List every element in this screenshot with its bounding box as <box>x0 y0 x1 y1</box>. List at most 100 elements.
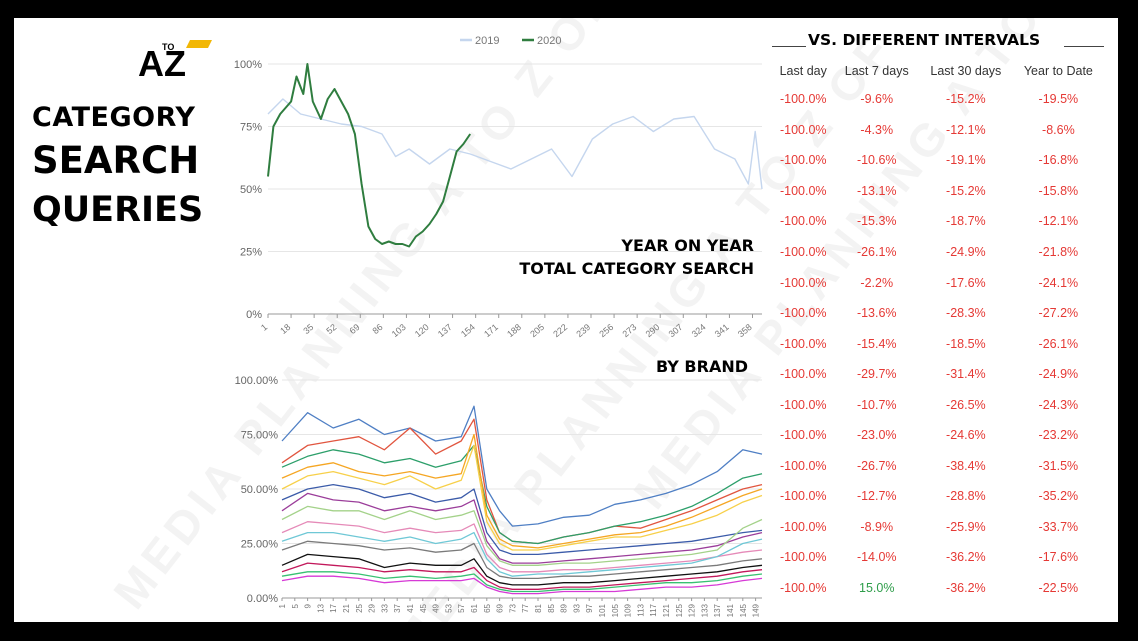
table-cell: -100.0% <box>779 275 827 290</box>
table-cell: -23.0% <box>856 428 897 443</box>
yoy-title-line1: YEAR ON YEAR <box>621 236 754 255</box>
table-cell: -26.5% <box>946 397 986 412</box>
x-tick-label: 273 <box>620 322 638 338</box>
x-tick-label: 171 <box>482 322 500 338</box>
table-cell: -18.5% <box>946 336 986 351</box>
table-cell: -23.2% <box>1038 428 1079 443</box>
table-cell: -26.1% <box>1038 336 1079 351</box>
table-cell: -10.7% <box>856 397 897 412</box>
table-cell: -17.6% <box>946 275 986 290</box>
headline-queries: QUERIES <box>32 190 204 230</box>
table-row: -100.0% -23.0% -24.6% -23.2% <box>772 420 1104 451</box>
headline-search: SEARCH <box>32 139 200 182</box>
table-cell: -24.6% <box>946 428 986 443</box>
table-cell: -26.1% <box>856 245 897 259</box>
logo-to-text: TO <box>162 42 174 52</box>
table-row: -100.0% 15.0% -36.2% -22.5% <box>772 573 1104 604</box>
table-row: -100.0% -14.0% -36.2% -17.6% <box>772 542 1104 573</box>
table-cell: -10.6% <box>856 153 897 168</box>
x-tick-label: 133 <box>700 603 709 617</box>
brand-series-line <box>281 444 763 551</box>
table-cell: -100.0% <box>779 458 827 473</box>
table-row: -100.0% -15.4% -18.5% -26.1% <box>772 328 1104 359</box>
table-cell: -22.5% <box>1038 581 1079 596</box>
x-tick-label: 137 <box>713 603 722 617</box>
x-tick-label: 73 <box>508 603 517 612</box>
brand-series-line <box>281 492 763 564</box>
x-tick-label: 141 <box>726 603 735 617</box>
series-line-2020 <box>267 63 472 248</box>
table-cell: -15.2% <box>946 92 986 107</box>
table-cell: -19.5% <box>1038 92 1079 107</box>
table-cell: -8.9% <box>860 519 894 534</box>
year-on-year-chart: 0% 25% 50% 75% 100% 1 18 35 52 69 86 103 120 137 154 17… <box>234 35 763 338</box>
intervals-table: Last day Last 7 days Last 30 days Year t… <box>772 58 1104 603</box>
x-tick-label: 41 <box>406 603 415 612</box>
table-cell: -17.6% <box>1038 550 1079 565</box>
table-cell: -24.3% <box>1038 397 1079 412</box>
x-tick-label: 18 <box>278 322 292 336</box>
table-cell: -12.7% <box>856 489 897 504</box>
series-line-2019 <box>267 98 763 190</box>
x-tick-label: 97 <box>585 603 594 612</box>
table-cell: -36.2% <box>946 550 986 565</box>
x-tick-label: 69 <box>496 603 505 612</box>
y-tick-label: 25.00% <box>241 539 279 551</box>
x-tick-label: 290 <box>644 322 662 338</box>
table-cell: -24.1% <box>1038 275 1079 290</box>
brand-series-line <box>281 575 763 595</box>
brand-series-line <box>281 505 763 566</box>
x-tick-label: 13 <box>316 603 325 612</box>
brand-series-line <box>281 521 763 573</box>
table-cell: -28.3% <box>946 306 986 321</box>
y-tick-label: 75.00% <box>241 430 279 442</box>
table-row: -100.0% -8.9% -25.9% -33.7% <box>772 512 1104 543</box>
x-tick-label: 69 <box>347 322 361 336</box>
table-cell: -31.5% <box>1038 458 1079 473</box>
x-tick-label: 188 <box>505 322 523 338</box>
table-cell: -12.1% <box>946 122 986 137</box>
table-row: -100.0% -9.6% -15.2% -19.5% <box>772 84 1104 115</box>
x-tick-label: 113 <box>636 603 645 616</box>
table-cell: -8.6% <box>1042 122 1075 137</box>
y-tick-label: 0.00% <box>247 593 278 605</box>
table-cell: -29.7% <box>856 367 897 382</box>
brand-series-line <box>281 531 763 577</box>
table-cell: -100.0% <box>779 245 827 259</box>
table-row: -100.0% -4.3% -12.1% -8.6% <box>772 115 1104 146</box>
table-cell: -26.7% <box>856 458 897 473</box>
table-cell: -100.0% <box>779 519 827 534</box>
table-cell: -100.0% <box>779 153 827 168</box>
brand-series-line <box>281 571 763 593</box>
x-tick-label: 154 <box>459 322 477 338</box>
x-tick-label: 121 <box>662 603 671 617</box>
table-cell: -15.8% <box>1038 183 1079 198</box>
table-row: -100.0% -10.7% -26.5% -24.3% <box>772 389 1104 420</box>
x-tick-label: 5 <box>291 603 300 608</box>
legend-label: 2019 <box>475 35 499 47</box>
brand-series-line <box>281 553 763 586</box>
x-tick-label: 117 <box>649 603 658 616</box>
table-cell: -38.4% <box>946 458 986 473</box>
table-cell: -15.4% <box>856 336 897 351</box>
x-tick-label: 358 <box>736 322 754 338</box>
x-tick-label: 85 <box>547 603 556 612</box>
table-cell: -100.0% <box>779 367 827 382</box>
table-cell: -100.0% <box>779 489 827 504</box>
header-year-to-date: Year to Date <box>1023 64 1093 78</box>
x-tick-label: 81 <box>534 603 543 612</box>
table-cell: -19.1% <box>946 153 986 168</box>
y-tick-label: 75% <box>240 122 262 134</box>
brand-series-line <box>281 562 763 590</box>
x-tick-label: 101 <box>598 603 607 617</box>
header-last-7-days: Last 7 days <box>844 64 909 78</box>
y-tick-label: 100% <box>234 59 262 71</box>
table-cell: -18.7% <box>946 214 986 229</box>
x-tick-label: 9 <box>304 603 313 608</box>
x-tick-label: 65 <box>483 603 492 612</box>
table-row: -100.0% -26.7% -38.4% -31.5% <box>772 451 1104 482</box>
x-tick-label: 1 <box>278 603 287 608</box>
headline-category: CATEGORY <box>32 102 196 133</box>
table-row: -100.0% -2.2% -17.6% -24.1% <box>772 267 1104 298</box>
table-cell: -100.0% <box>779 397 827 412</box>
